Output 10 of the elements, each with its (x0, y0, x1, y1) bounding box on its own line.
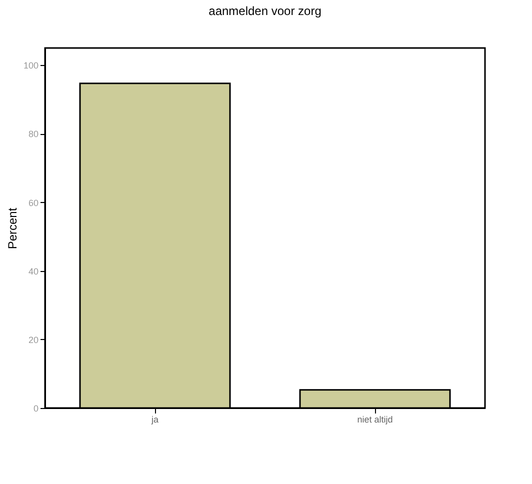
x-tick-label: niet altijd (357, 414, 393, 424)
y-tick-label: 20 (28, 334, 38, 345)
y-tick-label: 100 (23, 60, 38, 71)
y-tick-label: 60 (28, 198, 38, 208)
chart-title: aanmelden voor zorg (208, 4, 322, 18)
y-tick-label: 0 (33, 404, 38, 414)
x-tick-label: ja (150, 414, 159, 424)
y-tick-label: 80 (28, 129, 38, 140)
y-tick-label: 40 (28, 266, 38, 276)
y-axis-title: Percent (5, 207, 20, 250)
